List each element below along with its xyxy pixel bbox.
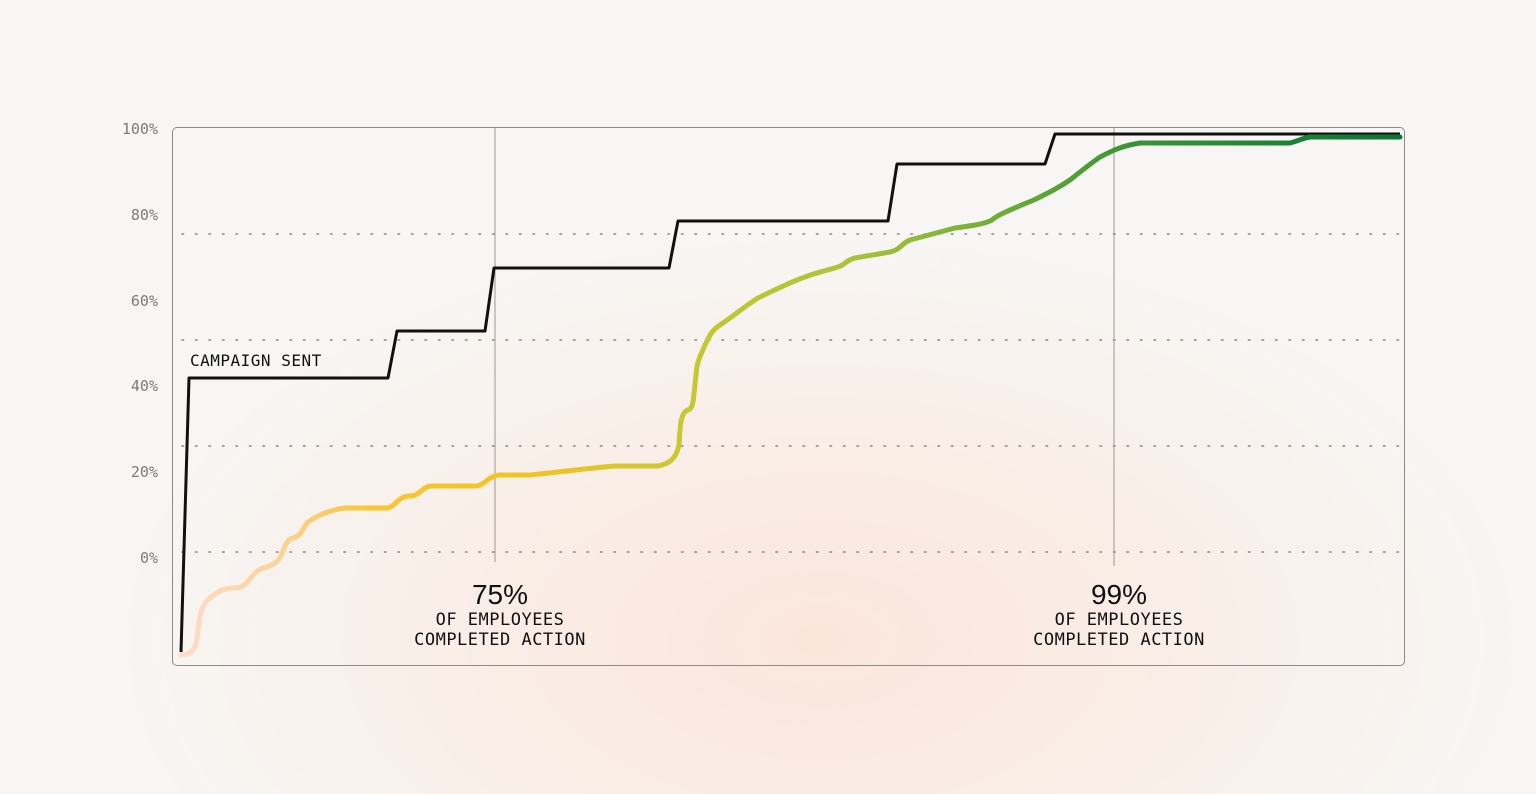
callout-99: 99% OF EMPLOYEES COMPLETED ACTION [1014,579,1224,651]
y-tick-80: 80% [130,206,158,224]
callout-75: 75% OF EMPLOYEES COMPLETED ACTION [395,579,605,651]
y-tick-20: 20% [130,463,158,481]
y-tick-40: 40% [130,377,158,395]
y-tick-100: 100% [121,120,158,138]
campaign-sent-label: CAMPAIGN SENT [190,351,322,370]
y-tick-60: 60% [130,292,158,310]
callout-75-value: 75% [471,579,529,610]
plot-frame [172,127,1405,666]
callout-75-line1: OF EMPLOYEES [435,610,565,630]
callout-99-value: 99% [1090,579,1148,610]
callout-99-line2: COMPLETED ACTION [1033,630,1205,650]
callout-75-line2: COMPLETED ACTION [414,630,586,650]
y-tick-0: 0% [139,549,158,567]
campaign-sent-line [179,132,1400,653]
grid-lines [181,233,1403,553]
callout-99-line1: OF EMPLOYEES [1054,610,1184,630]
completion-curve [178,134,1403,658]
